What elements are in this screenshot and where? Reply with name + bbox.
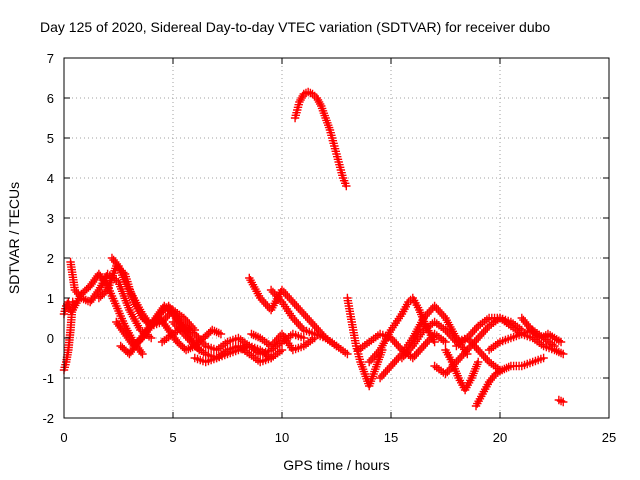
x-axis: 0 5 10 15 20 25 [60, 58, 616, 445]
data-point [176, 341, 186, 350]
data-point [441, 337, 450, 347]
data-point [277, 345, 287, 355]
data-point [343, 349, 352, 359]
y-axis-title: SDTVAR / TECUs [6, 182, 22, 294]
data-point [430, 337, 439, 347]
data-point [121, 346, 131, 355]
data-point [539, 353, 548, 363]
grid-lines [64, 58, 609, 418]
data-point [559, 397, 568, 407]
data-point [310, 333, 319, 343]
x-tick-label: 25 [602, 430, 616, 445]
y-tick-label: 3 [47, 211, 54, 226]
plot-frame [63, 57, 610, 419]
data-point [147, 333, 156, 343]
y-tick-label: -1 [42, 371, 54, 386]
data-point [116, 341, 125, 351]
y-tick-label: 5 [47, 131, 54, 146]
data-point [201, 332, 210, 341]
data-point [174, 339, 184, 348]
y-tick-label: 6 [47, 91, 54, 106]
x-tick-label: 10 [275, 430, 289, 445]
x-axis-title: GPS time / hours [283, 457, 390, 473]
x-tick-label: 20 [493, 430, 507, 445]
data-point [84, 283, 93, 292]
y-tick-label: 2 [47, 251, 54, 266]
data-point [138, 349, 147, 359]
y-tick-label: 7 [47, 51, 54, 66]
data-points [59, 87, 568, 411]
data-point [119, 345, 129, 354]
y-tick-label: 0 [47, 331, 54, 346]
y-tick-label: 4 [47, 171, 54, 186]
y-tick-label: -2 [42, 411, 54, 426]
data-point [342, 181, 351, 191]
data-point [80, 286, 90, 295]
data-point [474, 357, 483, 367]
data-point [202, 330, 212, 339]
y-tick-label: 1 [47, 291, 54, 306]
data-point [559, 349, 568, 359]
data-point [82, 285, 91, 294]
x-tick-label: 15 [384, 430, 398, 445]
data-point [216, 329, 226, 339]
x-tick-label: 0 [60, 430, 67, 445]
data-point [118, 343, 127, 352]
chart-title: Day 125 of 2020, Sidereal Day-to-day VTE… [40, 19, 550, 35]
data-point [556, 337, 566, 347]
data-point [299, 333, 308, 343]
x-tick-label: 5 [169, 430, 176, 445]
y-axis: -2 -1 0 1 2 3 4 5 6 7 [42, 51, 609, 426]
